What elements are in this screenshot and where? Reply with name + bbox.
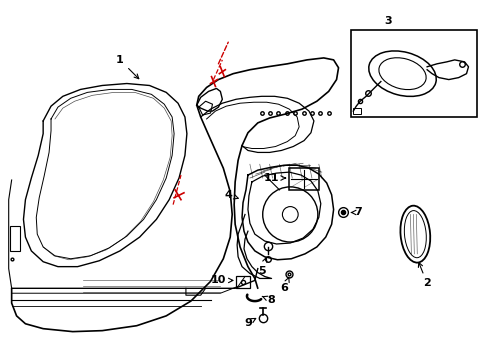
Bar — [352, 108, 361, 114]
Bar — [350, 30, 476, 117]
Text: 5: 5 — [257, 258, 266, 276]
Bar — [10, 226, 20, 251]
Text: 6: 6 — [280, 278, 288, 293]
Text: 7: 7 — [350, 207, 361, 217]
Text: 4: 4 — [224, 190, 238, 200]
Bar — [289, 168, 318, 190]
Text: 2: 2 — [418, 262, 430, 288]
Text: 1: 1 — [116, 55, 139, 79]
Bar — [236, 276, 249, 288]
Text: 8: 8 — [262, 295, 275, 305]
Text: 3: 3 — [383, 15, 391, 26]
Text: 10: 10 — [210, 275, 232, 285]
Text: 11: 11 — [264, 173, 285, 183]
Text: 9: 9 — [244, 318, 255, 328]
